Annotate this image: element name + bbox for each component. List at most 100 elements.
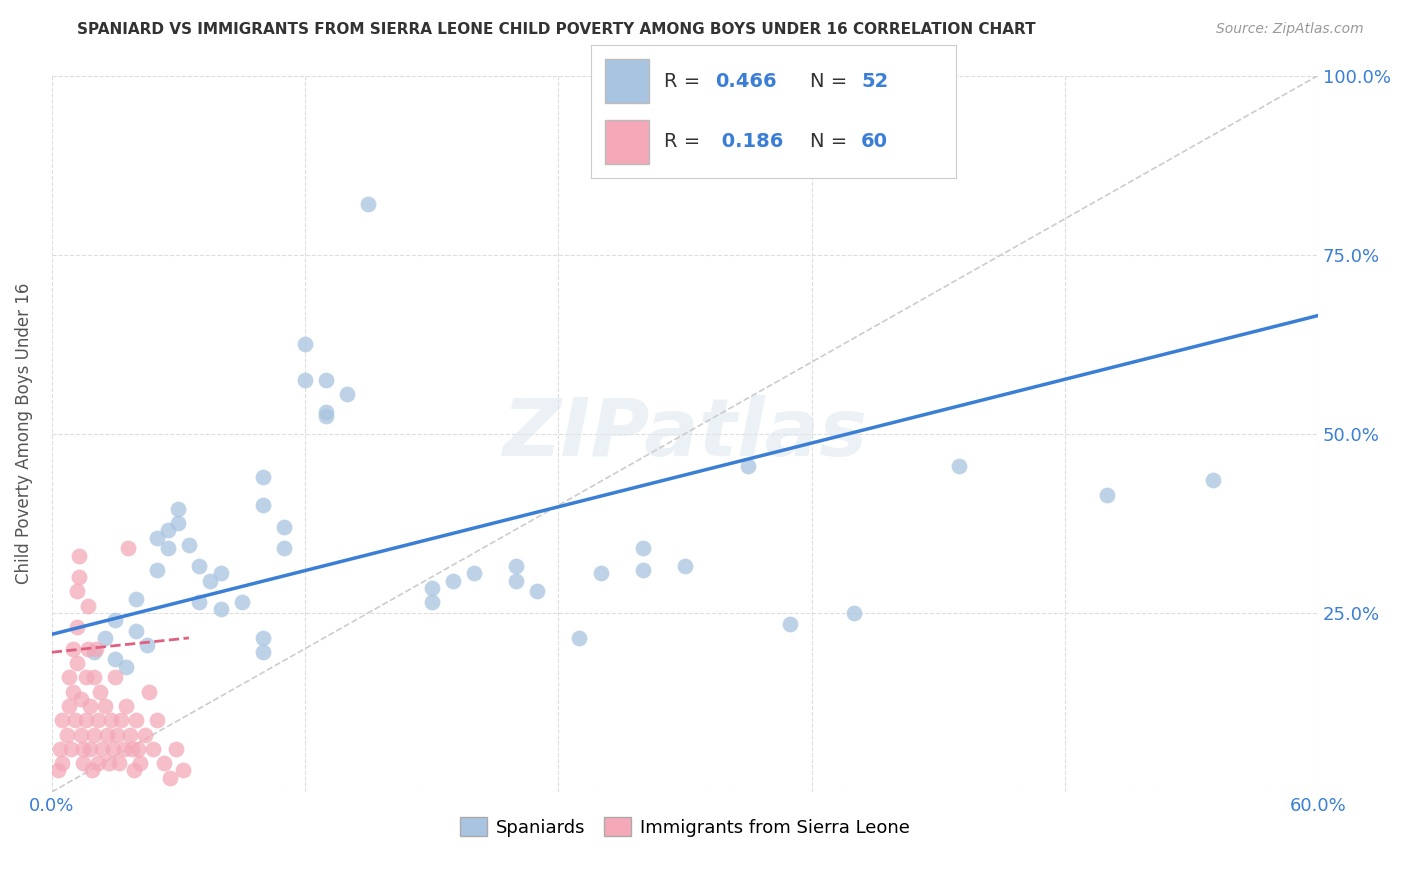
Text: ZIPatlas: ZIPatlas bbox=[502, 395, 868, 473]
Point bbox=[114, 698, 136, 713]
Point bbox=[58, 670, 80, 684]
Point bbox=[63, 714, 86, 728]
Point bbox=[156, 524, 179, 538]
Point bbox=[146, 563, 169, 577]
Point bbox=[79, 742, 101, 756]
Point bbox=[66, 656, 89, 670]
Point bbox=[125, 714, 148, 728]
Point bbox=[441, 574, 464, 588]
Point bbox=[1201, 473, 1223, 487]
Point bbox=[125, 624, 148, 638]
Point bbox=[673, 559, 696, 574]
Point bbox=[420, 595, 443, 609]
Bar bbox=[605, 59, 650, 103]
Point bbox=[117, 541, 139, 556]
Point bbox=[67, 570, 90, 584]
Point bbox=[104, 670, 127, 684]
Point bbox=[315, 405, 337, 419]
Text: 0.186: 0.186 bbox=[714, 132, 783, 151]
Point bbox=[125, 591, 148, 606]
Point bbox=[87, 756, 110, 771]
Point bbox=[252, 645, 274, 659]
Point bbox=[84, 641, 107, 656]
Point bbox=[127, 742, 149, 756]
Point bbox=[93, 631, 115, 645]
Point bbox=[108, 756, 131, 771]
Point bbox=[89, 684, 111, 698]
Point bbox=[129, 756, 152, 771]
Point bbox=[96, 728, 118, 742]
Point bbox=[315, 409, 337, 423]
Text: SPANIARD VS IMMIGRANTS FROM SIERRA LEONE CHILD POVERTY AMONG BOYS UNDER 16 CORRE: SPANIARD VS IMMIGRANTS FROM SIERRA LEONE… bbox=[77, 22, 1036, 37]
Point bbox=[58, 698, 80, 713]
Point bbox=[114, 659, 136, 673]
Point bbox=[76, 599, 98, 613]
Point bbox=[46, 764, 69, 778]
Point bbox=[83, 670, 105, 684]
Text: 52: 52 bbox=[860, 72, 889, 91]
Point bbox=[589, 566, 612, 581]
Point bbox=[420, 581, 443, 595]
Point bbox=[152, 756, 174, 771]
Point bbox=[294, 337, 316, 351]
Point bbox=[70, 728, 93, 742]
Point bbox=[252, 631, 274, 645]
Point bbox=[177, 538, 200, 552]
Point bbox=[121, 742, 143, 756]
Point bbox=[631, 541, 654, 556]
Point bbox=[62, 641, 84, 656]
Point bbox=[172, 764, 194, 778]
Point bbox=[118, 728, 141, 742]
Point bbox=[59, 742, 82, 756]
Point bbox=[51, 714, 73, 728]
Text: 0.466: 0.466 bbox=[714, 72, 776, 91]
Point bbox=[70, 691, 93, 706]
Point bbox=[122, 764, 145, 778]
Point bbox=[463, 566, 485, 581]
Point bbox=[104, 652, 127, 666]
Point bbox=[252, 469, 274, 483]
Point bbox=[76, 641, 98, 656]
Point bbox=[294, 373, 316, 387]
Point bbox=[273, 520, 295, 534]
Bar bbox=[605, 120, 650, 164]
Point bbox=[737, 458, 759, 473]
Text: N =: N = bbox=[810, 72, 853, 91]
Point bbox=[948, 458, 970, 473]
Text: R =: R = bbox=[664, 72, 706, 91]
Point bbox=[75, 714, 97, 728]
Legend: Spaniards, Immigrants from Sierra Leone: Spaniards, Immigrants from Sierra Leone bbox=[453, 810, 917, 844]
Point bbox=[526, 584, 548, 599]
Point bbox=[1095, 488, 1118, 502]
Point bbox=[165, 742, 187, 756]
Point bbox=[188, 559, 211, 574]
Point bbox=[779, 616, 801, 631]
Point bbox=[51, 756, 73, 771]
Point bbox=[67, 549, 90, 563]
Point bbox=[842, 606, 865, 620]
Point bbox=[134, 728, 156, 742]
Point bbox=[79, 698, 101, 713]
Point bbox=[83, 728, 105, 742]
Point bbox=[188, 595, 211, 609]
Point bbox=[75, 670, 97, 684]
Point bbox=[49, 742, 72, 756]
Point bbox=[91, 742, 114, 756]
Point bbox=[146, 531, 169, 545]
Point bbox=[104, 613, 127, 627]
Point bbox=[105, 728, 128, 742]
Point bbox=[252, 499, 274, 513]
Point bbox=[505, 574, 527, 588]
Text: Source: ZipAtlas.com: Source: ZipAtlas.com bbox=[1216, 22, 1364, 37]
Point bbox=[209, 566, 232, 581]
Point bbox=[80, 764, 103, 778]
Point bbox=[231, 595, 253, 609]
Point bbox=[112, 742, 135, 756]
Point bbox=[66, 620, 89, 634]
Point bbox=[100, 714, 122, 728]
Point bbox=[101, 742, 124, 756]
Point bbox=[209, 602, 232, 616]
Point bbox=[631, 563, 654, 577]
Point bbox=[505, 559, 527, 574]
Text: N =: N = bbox=[810, 132, 853, 151]
